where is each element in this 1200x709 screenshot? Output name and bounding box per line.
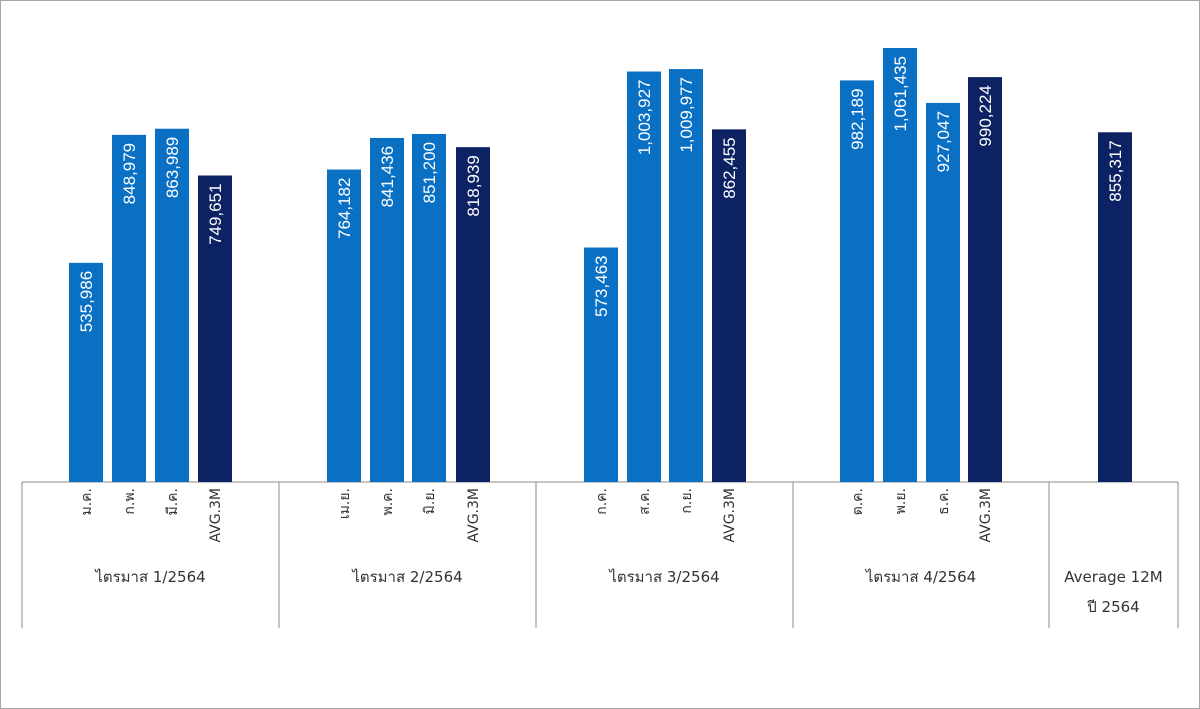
data-label: 990,224 (976, 85, 995, 146)
bar-4-1 (840, 80, 874, 483)
bar-2-4 (456, 147, 490, 483)
bar-1-4 (198, 175, 232, 483)
group-label: ไตรมาส 1/2564 (94, 568, 205, 586)
bar-2-2 (370, 137, 404, 482)
bar-1-2 (112, 134, 146, 483)
category-label: AVG.3M (978, 488, 994, 543)
category-label: เม.ย. (337, 488, 353, 519)
bar-3-3 (669, 69, 703, 483)
category-label: ก.ย. (679, 488, 695, 514)
data-label: 927,047 (934, 111, 953, 172)
group-sublabel: ปี 2564 (1086, 598, 1139, 616)
data-label: 841,436 (378, 146, 397, 207)
category-label: ม.ค. (79, 488, 95, 516)
group-label: ไตรมาส 2/2564 (351, 568, 462, 586)
data-label: 855,317 (1106, 140, 1125, 201)
group-label: ไตรมาส 4/2564 (865, 568, 976, 586)
category-label: พ.ย. (893, 488, 909, 514)
data-label: 1,061,435 (891, 56, 910, 132)
bar-4-3 (926, 102, 960, 483)
data-label: 1,003,927 (635, 80, 654, 156)
data-label: 1,009,977 (677, 77, 696, 153)
category-label: ส.ค. (637, 488, 653, 515)
bar-2-1 (327, 169, 361, 482)
data-label: 818,939 (464, 155, 483, 216)
group-label: ไตรมาส 3/2564 (608, 568, 719, 586)
category-label: ธ.ค. (936, 488, 952, 515)
category-label: มิ.ย. (422, 488, 438, 514)
data-label: 848,979 (120, 143, 139, 204)
category-label: ต.ค. (850, 488, 866, 515)
bar-3-4 (712, 129, 746, 483)
category-label: มี.ค. (165, 488, 181, 516)
data-label: 573,463 (592, 256, 611, 317)
group-label: Average 12M (1064, 568, 1162, 586)
data-label: 862,455 (720, 137, 739, 198)
data-label: 764,182 (335, 178, 354, 239)
data-label: 982,189 (848, 88, 867, 149)
bar-5-1 (1098, 132, 1132, 482)
bar-4-4 (968, 77, 1002, 482)
data-label: 851,200 (420, 142, 439, 203)
category-label: AVG.3M (208, 488, 224, 543)
bar-3-2 (627, 71, 661, 483)
category-label: AVG.3M (722, 488, 738, 543)
bar-1-3 (155, 128, 189, 482)
data-label: 863,989 (163, 137, 182, 198)
category-label: ก.ค. (594, 488, 610, 515)
category-label: AVG.3M (466, 488, 482, 543)
bar-4-2 (883, 48, 917, 482)
category-label: พ.ค. (380, 488, 396, 516)
bar-1-1 (69, 262, 103, 482)
bar-3-1 (584, 247, 618, 482)
bar-2-3 (412, 133, 446, 482)
data-label: 749,651 (206, 183, 225, 244)
category-label: ก.พ. (122, 488, 138, 515)
data-label: 535,986 (77, 271, 96, 332)
